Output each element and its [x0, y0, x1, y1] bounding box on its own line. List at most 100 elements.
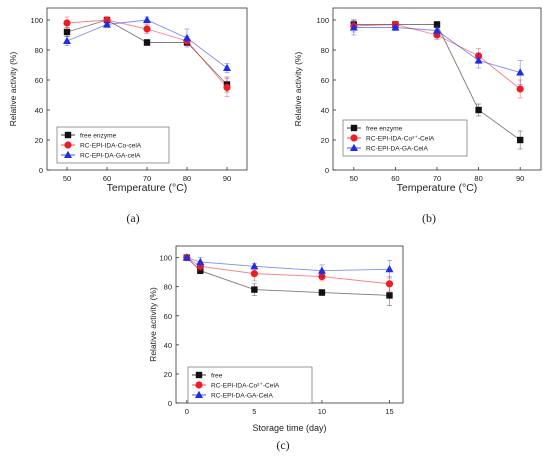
y-tick-label: 20 — [35, 136, 43, 145]
y-tick-label: 0 — [39, 166, 43, 175]
chart-panel-2: 0 20 40 60 80 100 50 60 70 80 90 Temperature (°C) Re… — [293, 7, 542, 225]
y-tick-label: 60 — [35, 76, 43, 85]
data-point — [385, 280, 394, 288]
legend-entry-label: RC-EPI-DA-GA-CelA — [366, 146, 429, 153]
x-tick-label: 50 — [350, 174, 358, 183]
data-point — [475, 106, 482, 114]
y-tick-label: 0 — [168, 399, 172, 408]
x-tick-label: 5 — [252, 407, 256, 416]
y-tick-label: 80 — [164, 283, 172, 292]
legend-marker — [64, 150, 72, 158]
legend: free RC-EPI-IDA-Co²⁺-CelA RC-EPI-DA-GA-Cel… — [187, 366, 313, 404]
y-tick-label: 40 — [164, 341, 172, 350]
data-point — [143, 25, 151, 33]
data-point — [318, 289, 326, 296]
y-tick-label: 100 — [316, 16, 329, 25]
x-tick-label: 90 — [516, 174, 524, 183]
data-point — [317, 266, 326, 274]
legend-marker — [64, 131, 72, 139]
x-tick-label: 80 — [474, 174, 482, 183]
data-point — [63, 28, 71, 36]
y-tick-label: 40 — [35, 106, 43, 115]
legend-marker — [350, 124, 358, 132]
data-point — [391, 23, 400, 31]
legend-entry-label: free enzyme — [80, 133, 117, 140]
panel-label: (c) — [276, 438, 289, 452]
y-axis-title: Relative activity (%) — [293, 52, 303, 127]
y-tick-label: 60 — [164, 312, 172, 321]
y-tick-label: 20 — [164, 370, 172, 379]
x-axis-title: Temperature (°C) — [107, 182, 188, 194]
legend-entry-label: RC-EPI-DA-GA-celA — [80, 153, 141, 160]
x-tick-label: 60 — [391, 174, 399, 183]
y-tick-label: 60 — [321, 76, 329, 85]
series-3 — [349, 19, 525, 85]
legend-entry-label: RC-EPI-IDA-Co-celA — [80, 143, 142, 150]
x-tick-label: 80 — [183, 174, 191, 183]
data-point — [474, 56, 483, 64]
data-point — [517, 136, 524, 144]
data-point — [386, 292, 393, 299]
y-tick-label: 80 — [321, 46, 329, 55]
data-point — [182, 253, 191, 261]
data-point — [143, 39, 151, 46]
series-3 — [182, 253, 394, 279]
y-tick-label: 80 — [35, 46, 43, 55]
data-point — [349, 23, 358, 31]
chart-panel-3: 0 20 40 60 80 100 0 5 10 15 Storage time (day) Rela… — [148, 245, 404, 452]
data-point — [223, 63, 231, 71]
series-3 — [63, 15, 231, 73]
legend-marker — [195, 381, 203, 389]
x-tick-label: 50 — [63, 174, 71, 183]
legend-marker — [195, 371, 203, 379]
data-point — [516, 68, 525, 76]
data-point — [223, 83, 231, 92]
legend-entry-label: RC-EPI-DA-GA-CelA — [211, 393, 274, 400]
data-point — [63, 19, 71, 27]
legend-entry-label: RC-EPI-IDA-Co²⁺-CelA — [211, 383, 280, 390]
series-2 — [183, 254, 394, 292]
y-axis-title: Relative activity (%) — [8, 52, 18, 127]
legend-box — [56, 126, 170, 164]
x-tick-label: 10 — [318, 407, 326, 416]
y-tick-label: 100 — [30, 16, 43, 25]
x-tick-label: 60 — [103, 174, 111, 183]
legend-marker — [195, 390, 203, 398]
y-tick-label: 100 — [159, 254, 172, 263]
legend-entry-label: free enzyme — [366, 126, 403, 133]
data-point — [196, 257, 205, 265]
x-tick-label: 70 — [143, 174, 151, 183]
series-1 — [183, 254, 393, 306]
legend-marker — [350, 134, 358, 142]
y-tick-label: 20 — [321, 136, 329, 145]
data-point — [250, 270, 258, 278]
legend-marker — [64, 141, 72, 149]
x-axis-title: Temperature (°C) — [397, 182, 478, 194]
panel-label: (b) — [422, 211, 436, 225]
legend-entry-label: free — [211, 373, 223, 380]
series-line — [186, 257, 390, 285]
x-tick-label: 0 — [185, 407, 189, 416]
panel-label: (a) — [126, 211, 139, 225]
data-point — [433, 21, 441, 28]
data-point — [103, 20, 111, 28]
data-point — [250, 262, 259, 270]
legend: free enzyme RC-EPI-IDA-Co-celA RC-EPI-DA-G… — [56, 126, 170, 164]
legend-entry-label: RC-EPI-IDA-Co²⁺-CelA — [366, 136, 435, 143]
x-axis-title: Storage time (day) — [252, 423, 326, 433]
y-tick-label: 0 — [325, 166, 329, 175]
legend: free enzyme RC-EPI-IDA-Co²⁺-CelA RC-EPI-DA… — [342, 119, 468, 157]
x-tick-label: 90 — [223, 174, 231, 183]
series-2 — [63, 16, 231, 97]
data-point — [143, 15, 151, 23]
data-point — [385, 265, 394, 273]
x-tick-label: 70 — [433, 174, 441, 183]
y-axis-title: Relative activity (%) — [148, 287, 158, 362]
data-point — [63, 36, 71, 44]
legend-box — [342, 119, 468, 157]
data-point — [251, 286, 258, 293]
legend-marker — [350, 143, 358, 151]
data-point — [433, 26, 441, 34]
x-tick-label: 15 — [385, 407, 393, 416]
